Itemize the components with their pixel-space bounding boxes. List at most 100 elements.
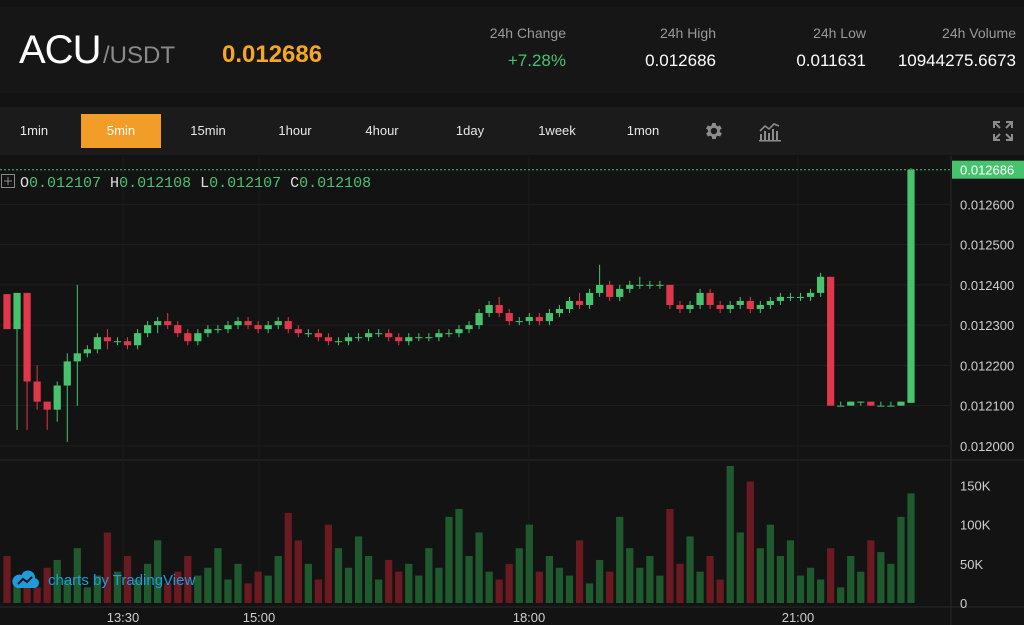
volume-bar	[726, 465, 734, 603]
price-tick-label: 0.012200	[960, 358, 1014, 373]
volume-bar	[837, 587, 845, 603]
volume-bar	[3, 556, 11, 603]
candle-body	[776, 296, 785, 301]
interval-5min[interactable]: 5min	[81, 114, 161, 148]
price-tick-label: 0.012100	[960, 399, 1014, 414]
volume-bar	[334, 548, 343, 603]
price-tick-label: 0.012600	[960, 197, 1014, 212]
candle-body	[525, 317, 533, 322]
time-tick-label: 13:30	[107, 610, 140, 625]
candle-body	[495, 304, 503, 314]
candle-body	[375, 333, 383, 335]
volume-bar	[796, 575, 805, 603]
volume-bar	[897, 516, 905, 603]
candle-body	[545, 313, 554, 322]
current-price-tag	[952, 160, 1024, 179]
candle-body	[555, 309, 564, 314]
interval-15min[interactable]: 15min	[190, 123, 226, 138]
candle-body	[174, 325, 182, 334]
candle-body	[43, 401, 51, 410]
interval-4hour[interactable]: 4hour	[365, 123, 399, 138]
volume-bar	[786, 540, 795, 603]
candle-body	[796, 296, 805, 298]
time-tick-label: 15:00	[243, 610, 276, 625]
volume-bar	[375, 579, 383, 603]
volume-bars	[3, 465, 915, 603]
candle-body	[676, 304, 684, 310]
current-price-label: 0.012686	[960, 163, 1014, 178]
candle-body	[887, 405, 895, 407]
candle-body	[515, 321, 523, 323]
stat-value: +7.28%	[507, 51, 566, 70]
candle-body	[3, 294, 11, 330]
volume-bar	[666, 509, 674, 603]
candle-body	[475, 313, 483, 326]
volume-bar	[113, 571, 122, 603]
volume-bar	[545, 556, 554, 603]
interval-1min[interactable]: 1min	[19, 123, 49, 138]
candle-body	[565, 300, 574, 310]
candle-body	[827, 276, 835, 406]
fullscreen-icon[interactable]	[991, 119, 1015, 148]
volume-bar	[405, 563, 413, 603]
volume-bar	[244, 583, 252, 603]
volume-bar	[887, 563, 895, 603]
candle-body	[877, 405, 885, 407]
candle-body	[656, 284, 664, 286]
chart-panel[interactable]: 0.012600 0.012500 0.012400 0.012300 0.012200…	[0, 156, 1024, 625]
volume-bar	[133, 579, 142, 603]
volume-bar	[867, 540, 875, 603]
volume-tick-label: 150K	[960, 479, 991, 494]
volume-bar	[294, 540, 302, 603]
candle-body	[214, 329, 222, 331]
price-tick-label: 0.012300	[960, 318, 1014, 333]
candle-body	[274, 321, 282, 326]
time-tick-label: 18:00	[513, 610, 546, 625]
volume-bar	[827, 548, 835, 603]
candle-body	[706, 292, 714, 305]
volume-tick-label: 100K	[960, 518, 991, 533]
time-axis: 13:30 15:00 18:00 21:00	[107, 610, 815, 625]
close-value: 0.012108	[299, 175, 372, 192]
tradingview-branding[interactable]: charts by TradingView	[10, 569, 195, 591]
open-value: 0.012107	[29, 175, 102, 192]
candle-body	[716, 304, 724, 310]
current-price-marker: 0.012686	[0, 160, 1024, 179]
expand-legend-icon[interactable]	[0, 173, 16, 189]
candle-body	[897, 401, 905, 406]
market-header: ACU /USDT 0.012686 24h Change +7.28% 24h…	[0, 7, 1024, 93]
price-axis: 0.012600 0.012500 0.012400 0.012300 0.012200…	[960, 197, 1014, 454]
candle-body	[324, 337, 333, 342]
interval-1mon[interactable]: 1mon	[626, 123, 660, 138]
candle-body	[405, 337, 413, 342]
volume-bar	[847, 556, 855, 603]
candle-body	[133, 333, 142, 346]
last-price: 0.012686	[222, 41, 323, 68]
candle-body	[93, 337, 102, 350]
candle-body	[666, 284, 674, 305]
candle-body	[224, 325, 232, 330]
interval-1week[interactable]: 1week	[538, 123, 576, 138]
volume-bar	[676, 563, 684, 603]
volume-bar	[395, 571, 403, 603]
candle-body	[606, 284, 614, 297]
volume-bar	[83, 587, 91, 603]
price-tick-label: 0.012500	[960, 238, 1014, 253]
volume-bar	[515, 548, 523, 603]
volume-bar	[626, 548, 634, 603]
candle-body	[616, 288, 624, 297]
candle-body	[505, 313, 513, 322]
interval-1hour[interactable]: 1hour	[278, 123, 312, 138]
candle-body	[746, 300, 754, 310]
settings-icon[interactable]	[702, 120, 724, 147]
grid-lines	[0, 156, 1024, 625]
candle-body	[806, 292, 815, 297]
candle-body	[123, 341, 132, 346]
candles	[3, 168, 915, 442]
candlestick-chart[interactable]: 0.012600 0.012500 0.012400 0.012300 0.012200…	[0, 156, 1024, 625]
volume-bar	[706, 556, 714, 603]
volume-bar	[736, 532, 744, 603]
volume-bar	[344, 567, 353, 603]
interval-1day[interactable]: 1day	[455, 123, 485, 138]
indicators-icon[interactable]	[758, 120, 782, 147]
